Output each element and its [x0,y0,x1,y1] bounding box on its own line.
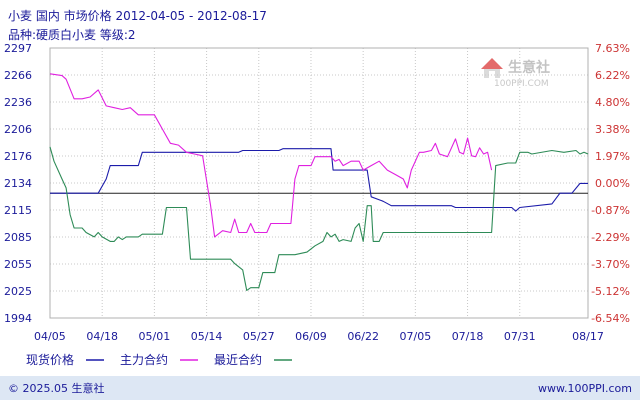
chart-title: 小麦 国内 市场价格 2012-04-05 - 2012-08-17 [8,8,267,23]
right-axis-labels: 7.63% 6.22% 4.80% 3.38% 1.97% 0.00% -0.87% -2.2… [591,42,630,325]
x-tick-label: 07/18 [452,330,484,343]
series-lines [49,73,589,291]
y-left-tick-label: 2025 [4,285,32,298]
x-tick-label: 06/09 [295,330,327,343]
y-left-tick-label: 2055 [4,258,32,271]
footer-bar [0,376,640,400]
x-tick-label: 04/18 [86,330,118,343]
x-tick-label: 05/27 [243,330,275,343]
y-right-tick-label: -3.70% [591,258,630,271]
watermark-brand: 生意社 [508,59,550,76]
y-left-tick-label: 2134 [4,177,32,190]
series-line-0 [50,148,588,212]
y-right-tick-label: -2.29% [591,231,630,244]
footer-copyright: © 2025.05 生意社 [8,381,104,395]
y-right-tick-label: 1.97% [595,150,630,163]
y-left-tick-label: 2297 [4,42,32,55]
y-right-tick-label: 3.38% [595,123,630,136]
y-right-tick-label: 4.80% [595,96,630,109]
y-right-tick-label: 0.00% [595,177,630,190]
x-tick-label: 06/22 [347,330,379,343]
y-left-tick-label: 2176 [4,150,32,163]
y-left-tick-label: 2266 [4,69,32,82]
series-line-1 [49,73,493,238]
series-line-2 [49,146,589,291]
x-tick-label: 04/05 [34,330,66,343]
y-left-tick-label: 2206 [4,123,32,136]
legend-label-main: 主力合约 [120,352,168,367]
legend-label-spot: 现货价格 [26,352,74,367]
y-left-tick-label: 2115 [4,204,32,217]
x-axis-labels: 04/05 04/18 05/01 05/14 05/27 06/09 06/22 07/05… [34,330,604,343]
x-tick-label: 07/31 [504,330,536,343]
y-left-tick-label: 1994 [4,312,32,325]
chart-subtitle: 品种:硬质白小麦 等级:2 [8,27,136,42]
y-right-tick-label: 7.63% [595,42,630,55]
watermark-url: 100PPI.COM [494,79,549,89]
y-left-tick-label: 2085 [4,231,32,244]
x-tick-label: 05/14 [191,330,223,343]
legend-label-recent: 最近合约 [214,352,262,367]
legend: 现货价格 主力合约 最近合约 [26,352,292,367]
y-right-tick-label: -5.12% [591,285,630,298]
y-right-tick-label: 6.22% [595,69,630,82]
footer-website[interactable]: www.100PPI.com [538,382,632,395]
x-tick-label: 07/05 [400,330,432,343]
x-tick-label: 05/01 [139,330,171,343]
y-right-tick-label: -0.87% [591,204,630,217]
y-left-tick-label: 2236 [4,96,32,109]
y-right-tick-label: -6.54% [591,312,630,325]
left-axis-labels: 2297 2266 2236 2206 2176 2134 2115 2085 2055 2025… [4,42,32,325]
x-tick-label: 08/17 [572,330,604,343]
